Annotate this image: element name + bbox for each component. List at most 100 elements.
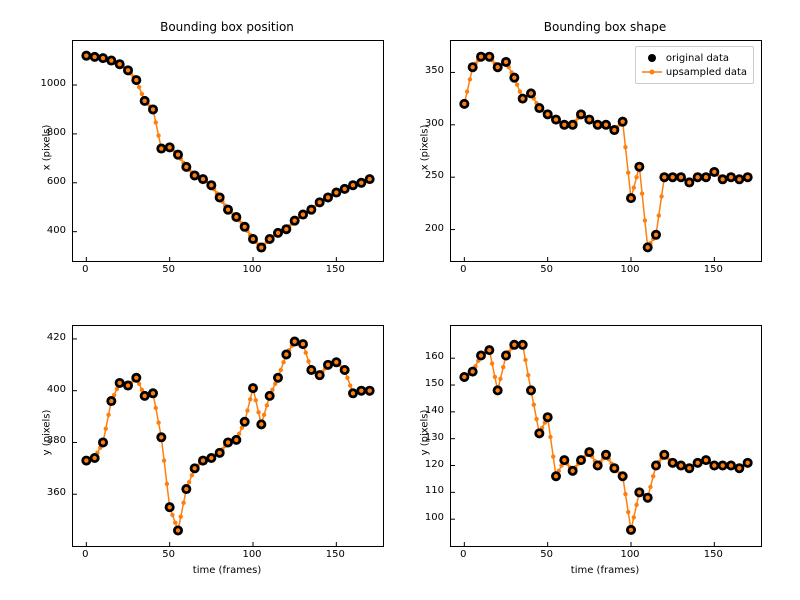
ytick-label: 200 bbox=[425, 223, 444, 234]
upsampled-marker bbox=[626, 170, 630, 174]
upsampled-marker-overlay bbox=[151, 391, 155, 395]
upsampled-marker bbox=[179, 514, 183, 518]
upsampled-marker-overlay bbox=[704, 458, 708, 462]
upsampled-marker-overlay bbox=[604, 123, 608, 127]
xtick-label: 100 bbox=[620, 549, 640, 560]
upsampled-marker bbox=[345, 376, 349, 380]
upsampled-marker-overlay bbox=[645, 245, 649, 249]
upsampled-marker-overlay bbox=[109, 58, 113, 62]
ytick-label: 400 bbox=[47, 384, 66, 395]
upsampled-marker bbox=[279, 368, 283, 372]
upsampled-marker bbox=[156, 133, 160, 137]
upsampled-marker bbox=[515, 82, 519, 86]
upsampled-marker-overlay bbox=[645, 496, 649, 500]
upsampled-marker bbox=[173, 521, 177, 525]
upsampled-marker-overlay bbox=[737, 177, 741, 181]
subplot-2-canvas bbox=[73, 326, 383, 546]
upsampled-marker bbox=[106, 413, 110, 417]
upsampled-marker-overlay bbox=[579, 458, 583, 462]
ylabel: y (pixels) bbox=[42, 403, 53, 463]
upsampled-marker-overlay bbox=[504, 60, 508, 64]
xtick-label: 50 bbox=[537, 264, 557, 275]
upsampled-marker bbox=[348, 383, 352, 387]
upsampled-marker bbox=[154, 120, 158, 124]
upsampled-marker bbox=[465, 89, 469, 93]
upsampled-marker bbox=[154, 406, 158, 410]
upsampled-marker bbox=[493, 375, 497, 379]
ytick-label: 420 bbox=[47, 332, 66, 343]
upsampled-marker bbox=[643, 218, 647, 222]
upsampled-marker-overlay bbox=[470, 65, 474, 69]
xtick-label: 0 bbox=[75, 549, 95, 560]
upsampled-marker bbox=[256, 410, 260, 414]
upsampled-marker-overlay bbox=[367, 177, 371, 181]
upsampled-marker-overlay bbox=[604, 453, 608, 457]
subplot-title: Bounding box position bbox=[72, 20, 382, 34]
upsampled-line bbox=[86, 56, 369, 248]
upsampled-marker-overlay bbox=[117, 381, 121, 385]
upsampled-marker-overlay bbox=[176, 152, 180, 156]
upsampled-marker-overlay bbox=[745, 461, 749, 465]
upsampled-marker-overlay bbox=[109, 399, 113, 403]
upsampled-marker-overlay bbox=[134, 78, 138, 82]
legend-label: original data bbox=[666, 53, 729, 64]
upsampled-marker-overlay bbox=[729, 463, 733, 467]
upsampled-marker-overlay bbox=[737, 466, 741, 470]
upsampled-marker-overlay bbox=[326, 195, 330, 199]
upsampled-marker-overlay bbox=[620, 474, 624, 478]
upsampled-marker bbox=[181, 501, 185, 505]
upsampled-marker-overlay bbox=[317, 373, 321, 377]
upsampled-marker bbox=[523, 358, 527, 362]
upsampled-marker-overlay bbox=[209, 456, 213, 460]
upsampled-marker-overlay bbox=[629, 528, 633, 532]
upsampled-marker-overlay bbox=[520, 96, 524, 100]
upsampled-marker bbox=[551, 454, 555, 458]
upsampled-marker-overlay bbox=[276, 231, 280, 235]
upsampled-marker-overlay bbox=[151, 107, 155, 111]
upsampled-marker-overlay bbox=[92, 55, 96, 59]
upsampled-marker-overlay bbox=[184, 487, 188, 491]
upsampled-marker-overlay bbox=[679, 463, 683, 467]
upsampled-marker-overlay bbox=[101, 56, 105, 60]
upsampled-marker bbox=[651, 474, 655, 478]
ytick-label: 350 bbox=[425, 65, 444, 76]
upsampled-marker-overlay bbox=[537, 106, 541, 110]
upsampled-marker-overlay bbox=[292, 339, 296, 343]
upsampled-line bbox=[464, 345, 747, 530]
upsampled-marker-overlay bbox=[251, 386, 255, 390]
upsampled-marker-overlay bbox=[259, 245, 263, 249]
legend-item: upsampled data bbox=[642, 65, 747, 79]
xtick-label: 100 bbox=[620, 264, 640, 275]
upsampled-marker-overlay bbox=[234, 438, 238, 442]
upsampled-marker-overlay bbox=[126, 68, 130, 72]
upsampled-marker bbox=[632, 185, 636, 189]
upsampled-marker bbox=[187, 480, 191, 484]
upsampled-marker-overlay bbox=[720, 463, 724, 467]
upsampled-marker-overlay bbox=[334, 360, 338, 364]
upsampled-marker-overlay bbox=[562, 458, 566, 462]
upsampled-marker-overlay bbox=[520, 343, 524, 347]
upsampled-marker-overlay bbox=[192, 173, 196, 177]
subplot-3 bbox=[450, 325, 762, 547]
xtick-label: 0 bbox=[453, 264, 473, 275]
ytick-label: 150 bbox=[425, 378, 444, 389]
upsampled-marker bbox=[156, 420, 160, 424]
upsampled-marker-overlay bbox=[209, 183, 213, 187]
upsampled-marker-overlay bbox=[679, 175, 683, 179]
upsampled-marker bbox=[526, 373, 530, 377]
xtick-label: 50 bbox=[159, 549, 179, 560]
upsampled-marker bbox=[518, 89, 522, 93]
subplot-3-canvas bbox=[451, 326, 761, 546]
upsampled-marker-overlay bbox=[704, 175, 708, 179]
upsampled-marker-overlay bbox=[184, 165, 188, 169]
upsampled-marker-overlay bbox=[159, 146, 163, 150]
legend-item: original data bbox=[642, 51, 747, 65]
upsampled-marker-overlay bbox=[695, 175, 699, 179]
upsampled-marker-overlay bbox=[226, 207, 230, 211]
upsampled-marker bbox=[281, 360, 285, 364]
upsampled-marker bbox=[623, 492, 627, 496]
xtick-label: 150 bbox=[703, 549, 723, 560]
xtick-label: 50 bbox=[537, 549, 557, 560]
upsampled-marker-overlay bbox=[654, 463, 658, 467]
upsampled-marker bbox=[657, 213, 661, 217]
